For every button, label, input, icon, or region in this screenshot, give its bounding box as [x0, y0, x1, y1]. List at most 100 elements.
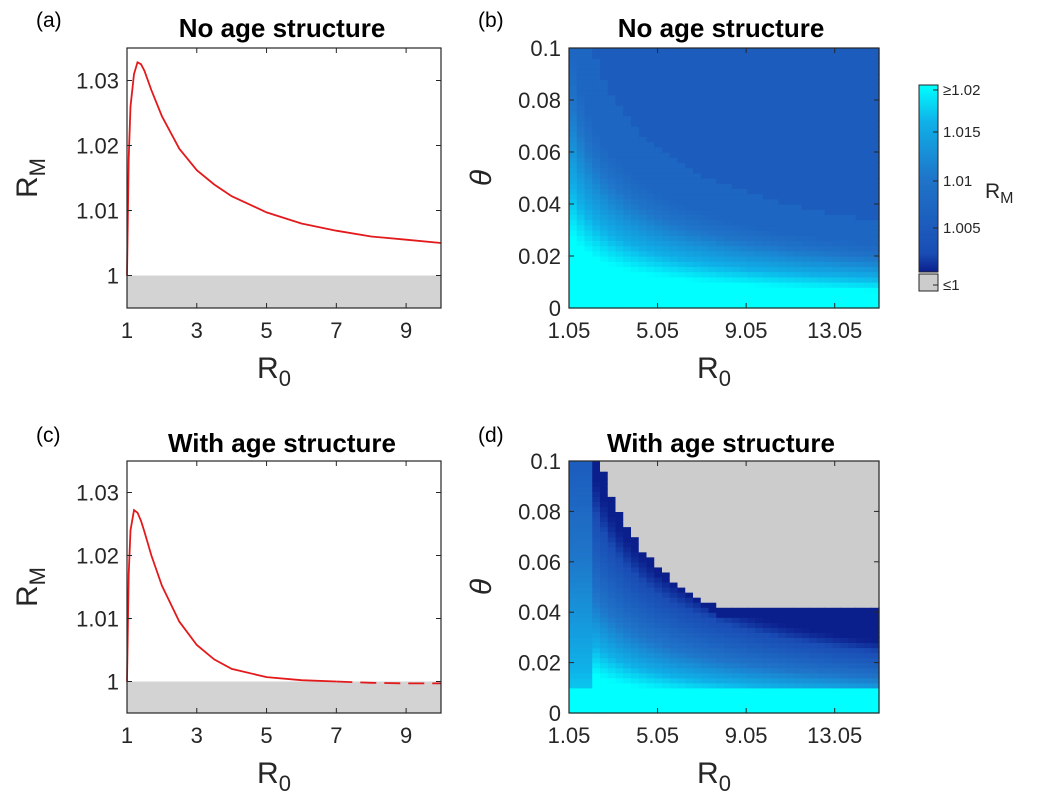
- heatmap-cell: [700, 697, 710, 704]
- heatmap-cell: [584, 607, 593, 613]
- heatmap-cell: [638, 521, 648, 528]
- heatmap-cell: [755, 141, 764, 148]
- heatmap-cell: [817, 571, 826, 578]
- heatmap-cell: [755, 627, 764, 633]
- heatmap-cell: [615, 632, 624, 638]
- heatmap-cell: [786, 632, 795, 638]
- heatmap-cell: [708, 662, 717, 669]
- heatmap-cell: [638, 546, 648, 553]
- heatmap-cell: [693, 551, 702, 558]
- heatmap-cell: [646, 110, 655, 117]
- heatmap-cell: [824, 612, 834, 618]
- heatmap-cell: [762, 551, 772, 558]
- heatmap-cell: [770, 556, 779, 563]
- heatmap-cell: [708, 282, 717, 288]
- heatmap-cell: [677, 131, 686, 137]
- heatmap-cell: [855, 126, 865, 132]
- heatmap-cell: [724, 302, 733, 309]
- heatmap-cell: [817, 240, 826, 247]
- panel-c: (c) With age structure 1 3 5 7 911.011.021.0…: [11, 424, 442, 796]
- heatmap-cell: [786, 276, 795, 283]
- heatmap-cell: [724, 100, 733, 106]
- heatmap-cell: [731, 245, 741, 252]
- heatmap-cell: [863, 219, 872, 226]
- heatmap-cell: [724, 167, 733, 174]
- heatmap-cell: [731, 476, 741, 482]
- heatmap-cell: [747, 110, 756, 117]
- heatmap-cell: [685, 235, 694, 241]
- heatmap-cell: [592, 110, 601, 117]
- heatmap-cell: [693, 271, 702, 278]
- colorbar-tick-label: 1.01: [943, 173, 972, 190]
- heatmap-cell: [739, 642, 748, 649]
- heatmap-cell: [569, 84, 578, 91]
- heatmap-cell: [747, 126, 756, 132]
- heatmap-cell: [584, 622, 593, 628]
- heatmap-cell: [623, 672, 632, 679]
- heatmap-cell: [739, 152, 748, 158]
- heatmap-cell: [778, 74, 787, 80]
- heatmap-cell: [693, 219, 702, 226]
- heatmap-cell: [801, 647, 810, 654]
- heatmap-cell: [840, 627, 849, 633]
- heatmap-cell: [654, 89, 663, 96]
- heatmap-cell: [677, 667, 686, 674]
- heatmap-cell: [662, 571, 671, 578]
- heatmap-cell: [747, 561, 756, 568]
- heatmap-cell: [623, 496, 632, 502]
- heatmap-cell: [817, 627, 826, 633]
- heatmap-cell: [840, 597, 849, 603]
- heatmap-cell: [654, 551, 663, 558]
- heatmap-cell: [646, 687, 655, 694]
- heatmap-cell: [654, 496, 663, 502]
- heatmap-cell: [770, 531, 779, 538]
- heatmap-cell: [638, 89, 648, 96]
- heatmap-cell: [824, 581, 834, 588]
- heatmap-cell: [786, 592, 795, 598]
- heatmap-cell: [778, 531, 787, 538]
- heatmap-cell: [778, 561, 787, 568]
- heatmap-cell: [840, 687, 849, 694]
- heatmap-cell: [739, 53, 748, 59]
- heatmap-cell: [662, 302, 671, 309]
- heatmap-cell: [584, 647, 593, 654]
- heatmap-cell: [600, 526, 609, 533]
- heatmap-cell: [646, 587, 655, 593]
- heatmap-cell: [693, 240, 702, 247]
- heatmap-cell: [747, 292, 756, 299]
- heatmap-cell: [700, 667, 710, 674]
- heatmap-cell: [631, 662, 640, 669]
- heatmap-cell: [569, 637, 578, 644]
- heatmap-cell: [584, 541, 593, 548]
- plot-background: [127, 48, 441, 308]
- heatmap-cell: [762, 178, 772, 184]
- heatmap-cell: [871, 491, 880, 497]
- heatmap-cell: [646, 266, 655, 273]
- heatmap-cell: [832, 692, 841, 699]
- heatmap-cell: [677, 126, 686, 132]
- heatmap-cell: [739, 541, 748, 548]
- heatmap-cell: [863, 172, 872, 179]
- heatmap-cell: [646, 662, 655, 669]
- heatmap-cell: [786, 526, 795, 533]
- heatmap-cell: [762, 561, 772, 568]
- heatmap-cell: [708, 642, 717, 649]
- heatmap-cell: [693, 172, 702, 179]
- heatmap-cell: [755, 672, 764, 679]
- heatmap-cell: [662, 496, 671, 502]
- heatmap-cell: [615, 576, 624, 583]
- heatmap-cell: [716, 551, 725, 558]
- x-tick-label: 3: [191, 723, 203, 748]
- heatmap-cell: [685, 131, 694, 137]
- heatmap-cell: [615, 657, 624, 664]
- heatmap-cell: [871, 546, 880, 553]
- heatmap-cell: [786, 556, 795, 563]
- heatmap-cell: [793, 496, 803, 502]
- heatmap-cell: [638, 637, 648, 644]
- heatmap-cell: [801, 282, 810, 288]
- heatmap-cell: [654, 516, 663, 523]
- heatmap-cell: [762, 521, 772, 528]
- heatmap-cell: [584, 271, 593, 278]
- heatmap-cell: [855, 110, 865, 117]
- heatmap-cell: [840, 188, 849, 195]
